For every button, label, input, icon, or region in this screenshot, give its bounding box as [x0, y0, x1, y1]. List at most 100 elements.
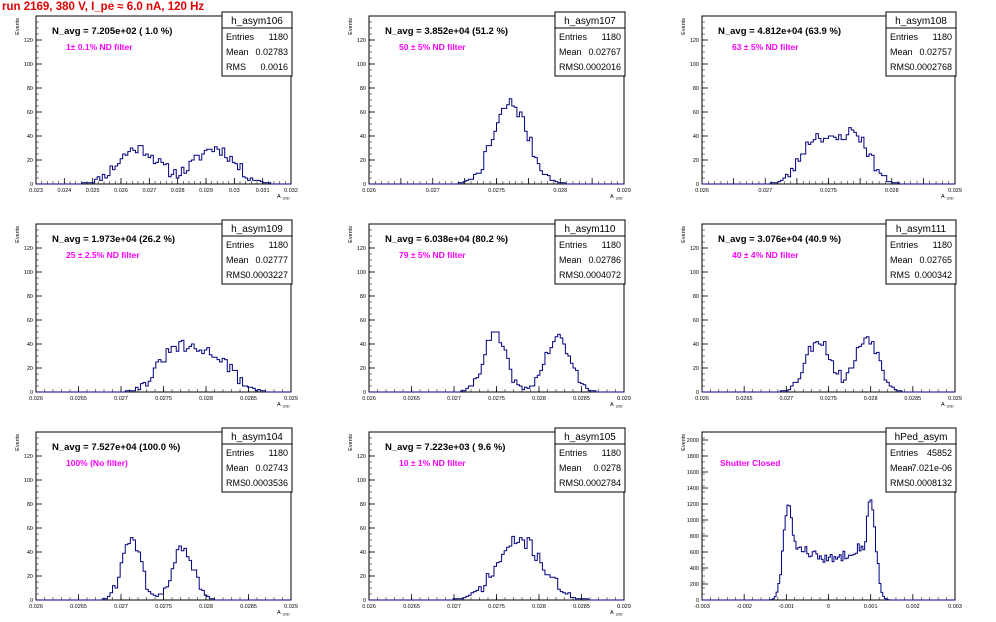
- x-tick-label: 0.0285: [573, 604, 590, 610]
- y-tick-label: 120: [690, 38, 699, 44]
- stats-mean-label: Mean: [226, 47, 249, 57]
- y-tick-label: 80: [360, 502, 366, 508]
- y-tick-label: 60: [360, 318, 366, 324]
- x-tick-label: 0.032: [284, 188, 298, 194]
- filter-annotation: Shutter Closed: [720, 458, 780, 468]
- x-tick-label: 0.0275: [488, 396, 505, 402]
- stats-entries-value: 1180: [602, 32, 621, 42]
- n-avg-box: [48, 440, 238, 454]
- y-tick-label: 60: [27, 526, 33, 532]
- stats-entries-value: 45852: [927, 448, 952, 458]
- filter-annotation: 100% (No filter): [66, 458, 128, 468]
- stats-mean-value: 0.02777: [255, 255, 288, 265]
- stats-box: [885, 219, 957, 285]
- n-avg-box: [48, 232, 238, 246]
- x-tick-label: 0.0285: [240, 604, 257, 610]
- x-tick-label: 0.028: [199, 604, 213, 610]
- y-tick-label: 0: [363, 598, 366, 604]
- stats-entries-label: Entries: [226, 32, 255, 42]
- stats-rms-label: RMS: [890, 478, 910, 488]
- stats-rms-value: 0.0016: [260, 62, 288, 72]
- y-tick-label: 40: [360, 550, 366, 556]
- x-tick-label: 0.0285: [904, 396, 921, 402]
- n-avg-label: N_avg = 4.812e+04 (63.9 %): [718, 26, 841, 37]
- stats-rms-value: 0.0004072: [578, 270, 621, 280]
- filter-annotation: 10 ± 1% ND filter: [399, 458, 466, 468]
- n-avg-label: N_avg = 1.973e+04 (26.2 %): [52, 234, 175, 245]
- stats-rms-value: 0.0002784: [578, 478, 621, 488]
- histogram-panel-h_asym111: 0 20 40 60 80 100 120 0.026 0.0265 0.027 0.0275 0.0…: [681, 219, 962, 409]
- y-tick-label: 20: [693, 366, 699, 372]
- x-tick-label: 0.028: [199, 396, 213, 402]
- x-tick-label: 0.0265: [736, 396, 753, 402]
- histogram-panel-h_asym109: 0 20 40 60 80 100 120 0.026 0.0265 0.027 0.0275 0.0…: [15, 219, 298, 409]
- x-tick-label: 0.027: [447, 396, 461, 402]
- x-tick-label: 0.0265: [70, 396, 87, 402]
- stats-entries-label: Entries: [559, 32, 588, 42]
- x-tick-label: 0.028: [864, 396, 878, 402]
- y-tick-label: 80: [360, 86, 366, 92]
- y-tick-label: 1200: [687, 502, 699, 508]
- stats-entries-value: 1180: [602, 448, 621, 458]
- x-tick-label: 0.027: [114, 604, 128, 610]
- x-tick-label: -0.003: [694, 604, 710, 610]
- stats-name: h_asym107: [564, 16, 616, 27]
- stats-name: hPed_asym: [895, 432, 948, 443]
- stats-entries-label: Entries: [890, 240, 919, 250]
- stats-mean-label: Mean: [890, 47, 913, 57]
- stats-rms-label: RMS: [559, 62, 579, 72]
- stats-mean-value: 0.02767: [588, 47, 621, 57]
- stats-mean-label: Mean: [890, 463, 913, 473]
- n-avg-label: N_avg = 3.076e+04 (40.9 %): [718, 234, 841, 245]
- y-axis-title: Events: [681, 226, 687, 243]
- y-tick-label: 20: [360, 366, 366, 372]
- y-tick-label: 20: [360, 574, 366, 580]
- stats-name: h_asym106: [231, 16, 283, 27]
- histogram-line: [36, 145, 291, 185]
- stats-entries-label: Entries: [890, 448, 919, 458]
- x-tick-label: 0.028: [532, 604, 546, 610]
- y-tick-label: 100: [357, 478, 366, 484]
- histogram-panel-h_asym106: 0 20 40 60 80 100 120 0.023 0.024 0.025 0.026 0.027…: [15, 11, 298, 201]
- n-avg-box: [714, 24, 904, 38]
- stats-mean-label: Mean: [559, 47, 582, 57]
- y-tick-label: 20: [27, 366, 33, 372]
- y-tick-label: 0: [363, 182, 366, 188]
- y-axis-title: Events: [348, 434, 354, 451]
- x-tick-label: 0.0275: [488, 188, 505, 194]
- x-axis-title: A UID: [277, 194, 290, 201]
- histogram-panel-h_asym110: 0 20 40 60 80 100 120 0.026 0.0265 0.027 0.0275 0.0…: [348, 219, 631, 409]
- n-avg-box: [48, 24, 238, 38]
- x-tick-label: 0.026: [695, 396, 709, 402]
- n-avg-label: N_avg = 7.223e+03 ( 9.6 %): [385, 442, 505, 453]
- stats-rms-label: RMS: [890, 270, 910, 280]
- histogram-line: [36, 537, 291, 601]
- y-tick-label: 100: [690, 270, 699, 276]
- stats-entries-label: Entries: [226, 448, 255, 458]
- filter-annotation: 63 ± 5% ND filter: [732, 42, 799, 52]
- y-tick-label: 0: [363, 390, 366, 396]
- y-tick-label: 20: [360, 158, 366, 164]
- y-tick-label: 0: [696, 598, 699, 604]
- stats-box: [554, 11, 626, 77]
- stats-rms-label: RMS: [226, 270, 246, 280]
- stats-rms-value: 0.000342: [914, 270, 952, 280]
- x-tick-label: 0.027: [758, 188, 772, 194]
- histogram-line: [702, 499, 955, 601]
- y-tick-label: 40: [360, 134, 366, 140]
- y-tick-label: 120: [24, 246, 33, 252]
- stats-entries-value: 1180: [269, 448, 288, 458]
- n-avg-box: [381, 24, 571, 38]
- n-avg-box: [714, 232, 904, 246]
- stats-entries-label: Entries: [559, 448, 588, 458]
- y-tick-label: 200: [690, 582, 699, 588]
- y-tick-label: 100: [690, 62, 699, 68]
- x-tick-label: 0.026: [362, 396, 376, 402]
- stats-name: h_asym105: [564, 432, 616, 443]
- y-tick-label: 80: [693, 294, 699, 300]
- y-axis-title: Events: [348, 18, 354, 35]
- y-axis-title: Events: [15, 18, 21, 35]
- stats-entries-value: 1180: [933, 32, 952, 42]
- x-tick-label: 0.0275: [820, 188, 837, 194]
